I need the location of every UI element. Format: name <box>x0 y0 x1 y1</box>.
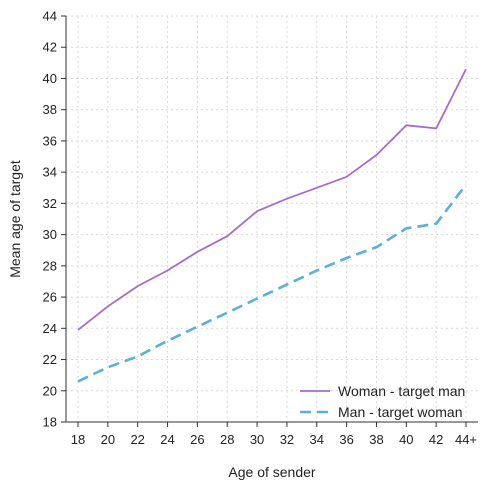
y-tick-label: 26 <box>43 290 57 305</box>
legend: Woman - target man Man - target woman <box>300 383 465 420</box>
y-tick-label: 42 <box>43 40 57 55</box>
series-line-2 <box>77 183 468 383</box>
y-tick-label: 38 <box>43 102 57 117</box>
x-tick-label: 38 <box>369 432 383 447</box>
axes: 18 20 22 24 26 28 30 32 34 36 38 40 42 44 18 20 22 24 26 28… <box>43 9 478 447</box>
x-tick-label: 26 <box>190 432 204 447</box>
x-tick-label: 20 <box>101 432 115 447</box>
x-tick-label: 24 <box>160 432 174 447</box>
x-axis-title: Age of sender <box>228 464 316 480</box>
x-tick-label: 34 <box>310 432 324 447</box>
x-tick-label: 18 <box>71 432 85 447</box>
y-tick-label: 40 <box>43 71 57 86</box>
y-tick-label: 32 <box>43 196 57 211</box>
y-tick-label: 34 <box>43 165 57 180</box>
x-tick-label: 22 <box>130 432 144 447</box>
y-axis-title: Mean age of target <box>7 160 23 278</box>
y-tick-label: 36 <box>43 133 57 148</box>
grid-lines <box>66 15 478 422</box>
x-tick-label: 44+ <box>455 432 477 447</box>
y-tick-label: 24 <box>43 321 57 336</box>
x-tick-label: 40 <box>399 432 413 447</box>
x-tick-label: 28 <box>220 432 234 447</box>
series-line-1 <box>77 68 467 331</box>
x-tick-label: 42 <box>429 432 443 447</box>
y-tick-label: 44 <box>43 9 57 24</box>
x-tick-label: 32 <box>280 432 294 447</box>
series-lines <box>77 68 468 383</box>
legend-label-2: Man - target woman <box>338 404 463 420</box>
x-tick-label: 36 <box>339 432 353 447</box>
y-tick-label: 28 <box>43 258 57 273</box>
y-tick-label: 22 <box>43 352 57 367</box>
x-tick-label: 30 <box>250 432 264 447</box>
legend-label-1: Woman - target man <box>338 383 465 399</box>
y-tick-label: 30 <box>43 227 57 242</box>
y-tick-label: 18 <box>43 415 57 430</box>
y-tick-label: 20 <box>43 383 57 398</box>
